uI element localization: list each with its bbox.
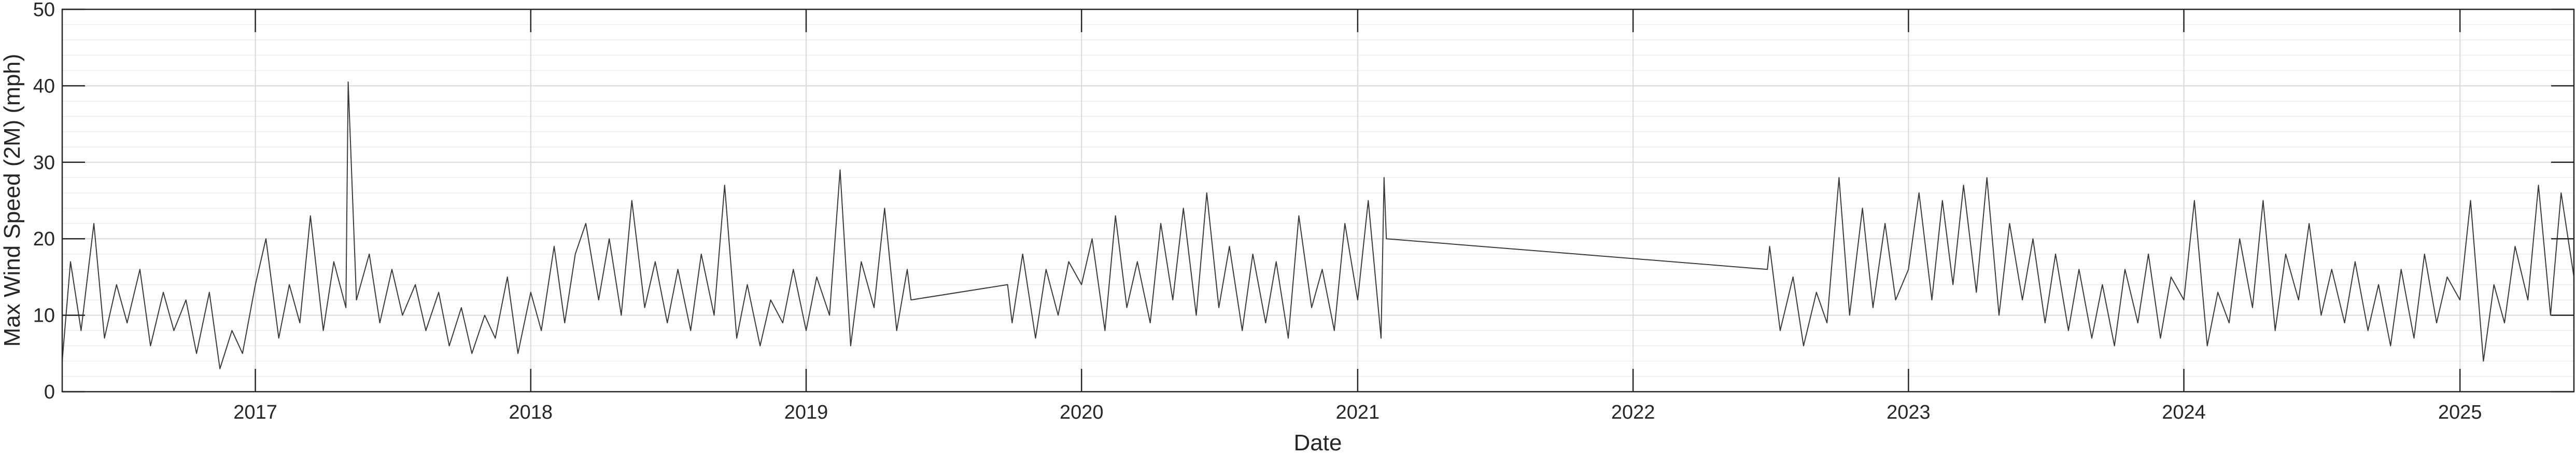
- ticks: 0 10 20 30 40 50 2017 2018 2019 2020 2021 2022 2023 2…: [33, 0, 2574, 423]
- wind-speed-series-line: [62, 81, 2574, 369]
- y-axis-label: Max Wind Speed (2M) (mph): [0, 54, 25, 347]
- grid: [62, 9, 2574, 392]
- y-tick-label: 20: [33, 228, 55, 250]
- plot-frame: [61, 8, 2575, 393]
- y-tick-label: 0: [44, 381, 55, 403]
- x-tick-label: 2025: [2438, 402, 2482, 423]
- x-tick-label: 2021: [1336, 402, 1380, 423]
- x-tick-label: 2020: [1060, 402, 1104, 423]
- series-layer: [62, 81, 2574, 369]
- x-tick-label: 2022: [1611, 402, 1655, 423]
- x-axis-label: Date: [1294, 430, 1342, 455]
- y-tick-label: 40: [33, 75, 55, 97]
- x-tick-label: 2018: [509, 402, 553, 423]
- y-tick-label: 10: [33, 305, 55, 327]
- x-tick-label: 2019: [784, 402, 828, 423]
- y-tick-label: 30: [33, 152, 55, 174]
- plot-background: [62, 9, 2574, 392]
- y-tick-label: 50: [33, 0, 55, 21]
- x-tick-label: 2024: [2162, 402, 2206, 423]
- x-tick-label: 2017: [233, 402, 277, 423]
- x-tick-label: 2023: [1887, 402, 1931, 423]
